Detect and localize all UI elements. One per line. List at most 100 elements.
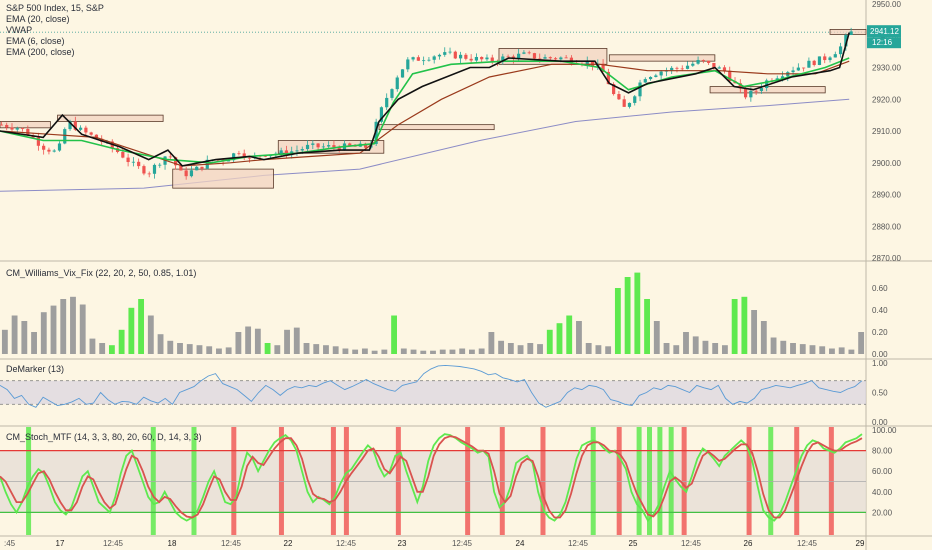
vix-bar: [829, 348, 835, 354]
candle-body: [279, 150, 283, 154]
candle-body: [311, 143, 315, 145]
vix-bar: [293, 327, 300, 354]
candle-body: [680, 68, 684, 70]
vix-bar: [31, 332, 37, 354]
candle-body: [68, 121, 72, 130]
legend-vwap[interactable]: VWAP: [6, 25, 33, 35]
candle-body: [131, 161, 135, 163]
vix-bar: [449, 349, 456, 354]
candle-body: [390, 89, 394, 98]
vix-bar: [799, 344, 806, 354]
candle-body: [200, 166, 204, 169]
vix-bar: [400, 348, 407, 354]
vix-axis-tick: 0.00: [872, 350, 888, 359]
time-axis-tick: 12:45: [103, 539, 124, 548]
stoch-buy-signal: [636, 427, 642, 535]
legend-ema6[interactable]: EMA (6, close): [6, 36, 65, 46]
vix-axis-tick: 0.20: [872, 328, 888, 337]
vix-bar: [624, 277, 631, 354]
candle-body: [411, 57, 415, 60]
candle-body: [559, 57, 563, 60]
candle-body: [79, 127, 83, 130]
vix-bar: [731, 299, 738, 354]
price-zone-box[interactable]: [608, 54, 716, 62]
candle-body: [765, 80, 769, 89]
vix-bar: [254, 328, 261, 354]
vix-bar: [60, 299, 67, 354]
vix-bar: [361, 348, 368, 354]
vix-bar: [206, 346, 213, 354]
vix-bar: [216, 348, 222, 354]
candle-body: [237, 153, 241, 155]
candle-body: [532, 53, 537, 59]
candle-body: [242, 153, 246, 158]
candle-body: [553, 58, 558, 60]
stoch-axis-tick: 60.00: [872, 467, 893, 476]
legend-ema20[interactable]: EMA (20, close): [6, 14, 70, 24]
price-zone-box[interactable]: [378, 124, 495, 131]
candle-body: [638, 82, 642, 97]
price-axis-tick: 2880.00: [872, 222, 901, 231]
vix-bar: [673, 345, 680, 354]
candle-body: [807, 60, 811, 68]
candle-body: [15, 128, 19, 130]
price-zone-box[interactable]: [172, 168, 274, 189]
candle-body: [622, 99, 626, 107]
candle-body: [717, 67, 721, 69]
demarker-legend[interactable]: DeMarker (13): [6, 364, 65, 374]
vix-legend[interactable]: CM_Williams_Vix_Fix (22, 20, 2, 50, 0.85…: [6, 268, 197, 278]
stoch-axis-tick: 80.00: [872, 447, 893, 456]
price-zone-box[interactable]: [829, 28, 867, 35]
candle-body: [327, 145, 331, 147]
time-axis-tick: 24: [516, 539, 525, 548]
demarker-axis-tick: 0.00: [872, 418, 888, 427]
candle-body: [432, 56, 436, 60]
vix-bar: [264, 343, 271, 354]
vix-bar: [1, 329, 8, 354]
stoch-buy-signal: [768, 427, 774, 535]
time-axis-tick: 17: [56, 539, 65, 548]
vix-bar: [342, 348, 349, 354]
price-zone-box[interactable]: [0, 121, 51, 129]
price-zone-box[interactable]: [57, 114, 164, 122]
candle-body: [443, 52, 447, 55]
candle-body: [485, 57, 489, 60]
candle-body: [543, 57, 547, 59]
stoch-buy-signal: [26, 427, 32, 535]
candle-body: [142, 166, 146, 174]
vix-bar: [537, 344, 543, 354]
candle-body: [823, 56, 827, 61]
time-axis-tick: 23: [398, 539, 407, 548]
candle-body: [121, 151, 125, 158]
price-axis-tick: 2890.00: [872, 191, 901, 200]
candle-body: [601, 63, 605, 72]
vix-bar: [614, 288, 621, 354]
vix-bar: [89, 338, 96, 354]
vix-bar: [284, 329, 290, 354]
vix-bar: [760, 321, 767, 354]
vix-bar: [138, 299, 145, 354]
vix-bar: [40, 312, 47, 354]
stoch-legend[interactable]: CM_Stoch_MTF (14, 3, 3, 80, 20, 60, D, 1…: [6, 432, 202, 442]
candle-body: [817, 56, 822, 65]
candle-body: [844, 34, 848, 47]
candle-body: [422, 60, 426, 62]
candle-body: [284, 150, 289, 156]
vix-axis-tick: 0.40: [872, 306, 888, 315]
vix-bar: [683, 332, 689, 354]
stoch-buy-signal: [590, 427, 596, 535]
candle-body: [606, 71, 610, 85]
candle-body: [780, 76, 785, 79]
vix-bar: [225, 347, 232, 354]
legend-ema200[interactable]: EMA (200, close): [6, 47, 75, 57]
candle-body: [691, 63, 695, 66]
candle-body: [480, 56, 484, 60]
candle-body: [52, 150, 56, 152]
candle-body: [5, 124, 9, 128]
stoch-axis-tick: 20.00: [872, 508, 893, 517]
vix-bar: [186, 344, 193, 354]
legend-symbol[interactable]: S&P 500 Index, 15, S&P: [6, 3, 104, 13]
candle-body: [147, 173, 151, 175]
vix-bar: [790, 343, 796, 354]
